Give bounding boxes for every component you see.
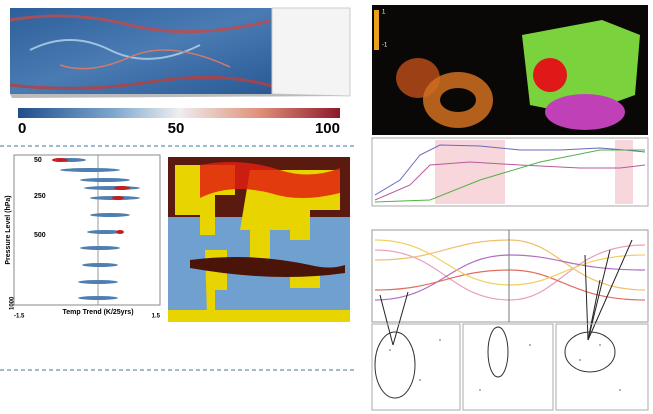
colorbar	[18, 108, 340, 118]
segmentation-image	[372, 5, 648, 135]
colorbar-label: 100	[315, 120, 340, 137]
x-tick-label: 1.5	[152, 314, 161, 320]
x-axis-label: Temp Trend (K/25yrs)	[62, 309, 133, 316]
scale-label: -1	[382, 43, 388, 49]
x-tick-label: -1.5	[14, 314, 25, 320]
time-series	[372, 138, 648, 206]
scatter-panels	[372, 324, 648, 410]
flow-volume	[10, 8, 350, 98]
profile-plot	[14, 155, 160, 305]
collage: 0 50 100 Pressure Level (hPa) 50 250 500…	[0, 0, 653, 414]
world-map	[168, 157, 350, 322]
colorbar-label: 0	[18, 120, 26, 137]
y-tick-label: 500	[34, 232, 46, 239]
y-tick-label: 50	[34, 157, 42, 164]
colorbar-label: 50	[168, 120, 185, 137]
y-tick-label: 250	[34, 193, 46, 200]
parallel-coordinates	[372, 230, 648, 345]
page: 0 50 100 Pressure Level (hPa) 50 250 500…	[0, 0, 653, 414]
y-axis-label: Pressure Level (hPa)	[5, 195, 12, 264]
y-tick-label: 1000	[10, 296, 16, 310]
